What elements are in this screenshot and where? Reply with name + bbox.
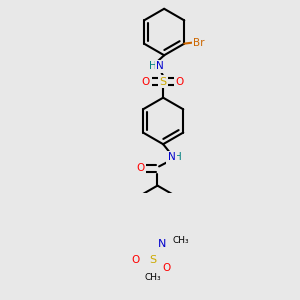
Text: O: O [162, 263, 171, 274]
Text: S: S [160, 76, 167, 86]
Text: O: O [175, 76, 183, 86]
Text: H: H [174, 152, 182, 162]
Text: N: N [158, 239, 167, 249]
Text: CH₃: CH₃ [173, 236, 189, 245]
Text: CH₃: CH₃ [144, 273, 161, 282]
Text: H: H [149, 61, 157, 71]
Text: O: O [131, 255, 140, 266]
Text: N: N [156, 61, 164, 71]
Text: O: O [136, 164, 144, 173]
Text: Br: Br [193, 38, 205, 48]
Text: S: S [149, 255, 156, 266]
Text: N: N [168, 152, 176, 162]
Text: O: O [142, 76, 150, 86]
